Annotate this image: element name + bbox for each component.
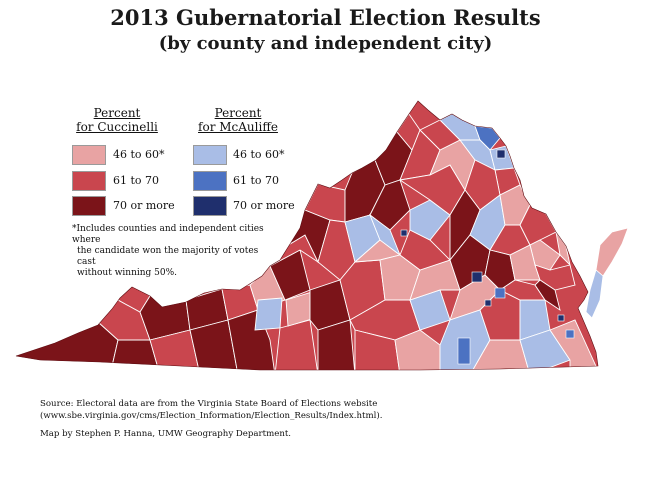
city-marker <box>400 229 408 237</box>
legend-footnote: *Includes counties and independent citie… <box>72 224 272 279</box>
city-marker <box>471 271 483 283</box>
legend-label-mcauliffe-46-60: 46 to 60* <box>233 148 285 161</box>
legend-heading-mcauliffe-line1: Percent <box>214 106 262 120</box>
legend-label-mcauliffe-70-plus: 70 or more <box>233 199 295 212</box>
legend-swatch-mcauliffe-61-70 <box>193 171 227 191</box>
source-line1: Source: Electoral data are from the Virg… <box>40 399 378 409</box>
state-outline <box>15 100 599 371</box>
city-marker <box>557 314 565 322</box>
map-credit: Map by Stephen P. Hanna, UMW Geography D… <box>40 429 292 439</box>
map-subtitle: (by county and independent city) <box>158 33 493 54</box>
legend-heading-mcauliffe-line2: for McAuliffe <box>198 120 278 134</box>
city-marker <box>457 337 471 365</box>
eastern-shore <box>585 269 604 319</box>
legend-heading-mcauliffe: Percent for McAuliffe <box>193 106 283 134</box>
legend-swatch-cuccinelli-61-70 <box>72 171 106 191</box>
legend-heading-cuccinelli-line1: Percent <box>93 106 141 120</box>
city-marker <box>484 299 492 307</box>
city-marker <box>494 287 506 299</box>
eastern-shore <box>595 227 629 277</box>
map-title: 2013 Gubernatorial Election Results <box>110 5 541 30</box>
county-region <box>369 179 411 231</box>
county-region <box>399 229 451 271</box>
legend-heading-cuccinelli-line2: for Cuccinelli <box>76 120 158 134</box>
county-region <box>16 321 119 370</box>
legend-footnote-line2: the candidate won the majority of votes … <box>77 246 259 267</box>
city-marker <box>565 329 575 339</box>
legend-label-cuccinelli-46-60: 46 to 60* <box>113 148 165 161</box>
legend-label-cuccinelli-61-70: 61 to 70 <box>113 174 160 187</box>
legend-swatch-mcauliffe-46-60 <box>193 145 227 165</box>
county-region <box>534 279 561 312</box>
county-region <box>317 319 356 370</box>
source-line2: (www.sbe.virginia.gov/cms/Election_Infor… <box>40 411 383 421</box>
legend-label-cuccinelli-70-plus: 70 or more <box>113 199 175 212</box>
legend-footnote-line1: *Includes counties and independent citie… <box>72 224 264 245</box>
county-region <box>354 329 401 370</box>
legend-swatch-cuccinelli-70-plus <box>72 196 106 216</box>
county-region <box>254 297 283 331</box>
legend-swatch-mcauliffe-70-plus <box>193 196 227 216</box>
legend-swatch-cuccinelli-46-60 <box>72 145 106 165</box>
county-region <box>189 319 239 370</box>
legend-footnote-line3: without winning 50%. <box>77 268 178 278</box>
county-region <box>274 319 319 370</box>
legend-heading-cuccinelli: Percent for Cuccinelli <box>72 106 162 134</box>
city-marker <box>496 149 506 159</box>
county-region <box>549 319 598 370</box>
legend-label-mcauliffe-61-70: 61 to 70 <box>233 174 280 187</box>
county-region <box>149 329 201 370</box>
county-region <box>409 199 451 241</box>
